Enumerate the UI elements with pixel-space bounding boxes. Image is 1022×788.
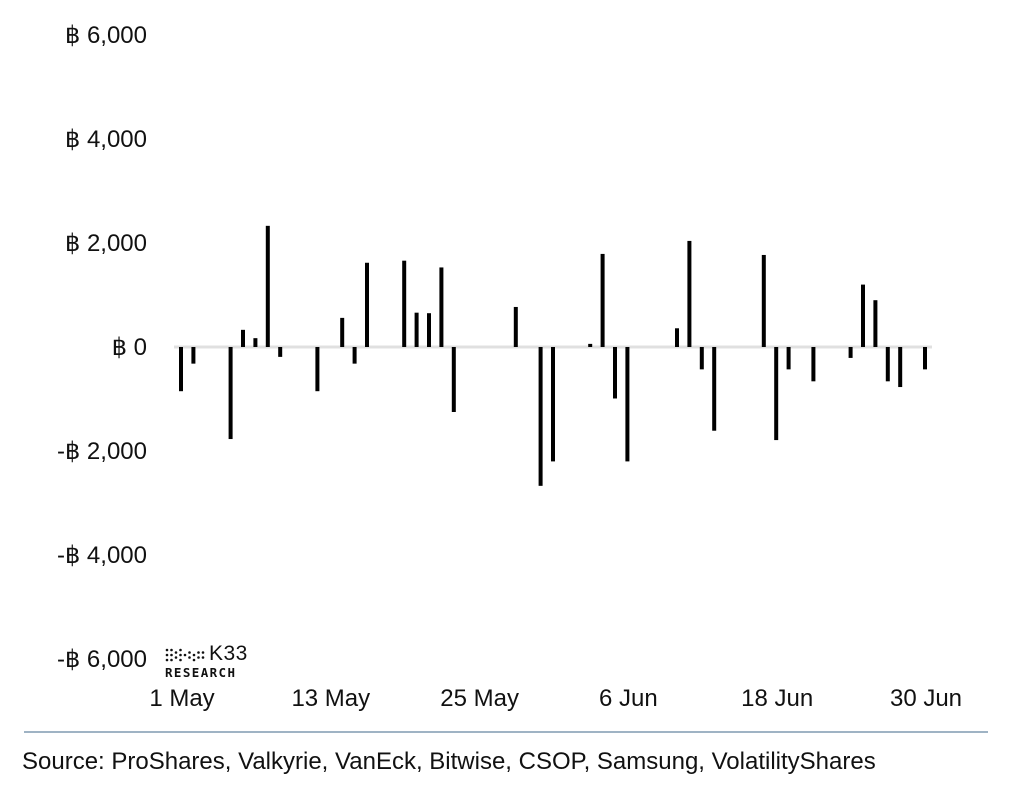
x-tick-label: 30 Jun: [890, 685, 962, 712]
bar: [811, 347, 816, 382]
bar: [414, 312, 419, 347]
x-tick-label: 25 May: [440, 685, 519, 712]
bar: [898, 347, 903, 388]
y-tick-label: -฿ 6,000: [57, 646, 147, 673]
bar: [191, 347, 196, 364]
bar: [774, 347, 779, 441]
bar: [402, 260, 407, 347]
bar: [923, 347, 927, 370]
x-axis-tick-labels: 1 May 13 May 25 May 6 Jun 18 Jun 30 Jun: [149, 685, 962, 712]
bar: [761, 254, 766, 347]
bar: [241, 329, 245, 347]
bar: [278, 347, 283, 357]
bar: [439, 267, 444, 347]
bar: [265, 225, 270, 347]
bar: [513, 306, 518, 347]
bar: [848, 347, 853, 358]
logo-dot-pattern-icon: [165, 648, 205, 662]
bar: [675, 328, 679, 347]
bar: [365, 262, 369, 347]
bar: [588, 343, 593, 347]
bar: [538, 347, 543, 486]
bar: [340, 317, 345, 347]
bar: [786, 347, 791, 370]
y-tick-label: ฿ 4,000: [65, 126, 147, 153]
x-tick-label: 1 May: [149, 685, 214, 712]
x-tick-label: 13 May: [291, 685, 370, 712]
bar: [625, 347, 630, 462]
y-tick-label: ฿ 2,000: [65, 230, 147, 257]
source-divider: [24, 731, 988, 733]
chart-area: ฿ 6,000 ฿ 4,000 ฿ 2,000 ฿ 0 -฿ 2,000 -฿ 4,000…: [57, 22, 962, 712]
bar: [315, 347, 320, 392]
bar: [551, 347, 555, 462]
bar: [600, 253, 605, 347]
bar: [228, 347, 233, 440]
bar: [687, 240, 692, 347]
bar: [352, 347, 357, 364]
bar-series: [179, 225, 927, 486]
y-tick-label: ฿ 0: [112, 334, 147, 361]
y-tick-label: ฿ 6,000: [65, 22, 147, 49]
bar: [179, 347, 183, 392]
k33-research-logo: K33 RESEARCH: [165, 642, 261, 680]
x-tick-label: 18 Jun: [741, 685, 813, 712]
y-axis-tick-labels: ฿ 6,000 ฿ 4,000 ฿ 2,000 ฿ 0 -฿ 2,000 -฿ 4,000…: [57, 22, 147, 673]
bar: [613, 347, 617, 399]
bar: [885, 347, 890, 382]
bar: [861, 284, 865, 347]
y-tick-label: -฿ 2,000: [57, 438, 147, 465]
x-tick-label: 6 Jun: [599, 685, 658, 712]
bar: [699, 347, 704, 370]
bar: [873, 300, 878, 347]
logo-subtitle: RESEARCH: [165, 665, 237, 680]
source-note: Source: ProShares, Valkyrie, VanEck, Bit…: [22, 748, 876, 775]
y-tick-label: -฿ 4,000: [57, 542, 147, 569]
logo-name: K33: [209, 642, 248, 665]
bar: [712, 347, 717, 431]
bar: [253, 338, 258, 347]
bar: [427, 313, 431, 347]
bar: [451, 347, 456, 412]
